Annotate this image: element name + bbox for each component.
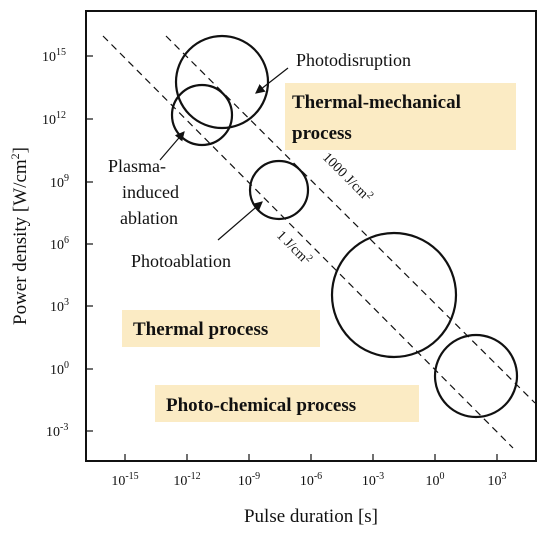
region-box-thermal [122, 310, 320, 347]
x-tick-label: 10-15 [111, 471, 138, 489]
circle-plasma-induced-ablation [170, 83, 234, 147]
y-tick-label: 10-3 [46, 422, 68, 440]
region-label-photo-chemical: Photo-chemical process [166, 395, 356, 416]
circle-photoablation [248, 159, 310, 221]
x-tick-label: 10-6 [300, 471, 322, 489]
x-tick-label: 10-3 [362, 471, 384, 489]
label-plasma-line1: Plasma- [108, 156, 166, 176]
label-photoablation: Photoablation [131, 251, 231, 271]
circle-photo-chemical [433, 333, 519, 419]
circle-thermal [330, 231, 458, 359]
arrow-photoablation [217, 201, 263, 241]
x-ticks [124, 454, 498, 461]
x-tick-label: 10-12 [173, 471, 200, 489]
label-photodisruption: Photodisruption [296, 50, 411, 70]
x-tick-label: 100 [426, 471, 445, 489]
region-label-thermal: Thermal process [133, 319, 268, 340]
y-tick-label: 1012 [42, 110, 66, 128]
y-ticks [86, 55, 93, 432]
region-box-photo-chemical [155, 385, 419, 422]
arrow-plasma [159, 131, 185, 161]
region-label-thermal-mechanical-line1: Thermal-mechanical [292, 92, 461, 113]
fluence-line-1 [102, 35, 514, 449]
label-plasma-line2: induced [122, 182, 179, 202]
y-tick-label: 106 [50, 235, 69, 253]
region-box-thermal-mechanical [285, 83, 516, 150]
fluence-label-1: 1 J/cm2 [273, 227, 315, 269]
y-axis-title: Power density [W/cm2] [8, 147, 31, 325]
label-plasma-line3: ablation [120, 208, 178, 228]
region-label-thermal-mechanical-line2: process [292, 123, 352, 144]
x-axis-title: Pulse duration [s] [244, 506, 378, 527]
circle-photodisruption [174, 34, 270, 130]
y-tick-label: 100 [50, 360, 69, 378]
fluence-line-1000 [165, 35, 536, 404]
arrow-photodisruption [255, 67, 289, 94]
x-tick-label: 10-9 [238, 471, 260, 489]
y-tick-label: 109 [50, 173, 69, 191]
y-tick-label: 1015 [42, 47, 66, 65]
y-tick-label: 103 [50, 297, 69, 315]
x-tick-label: 103 [488, 471, 507, 489]
